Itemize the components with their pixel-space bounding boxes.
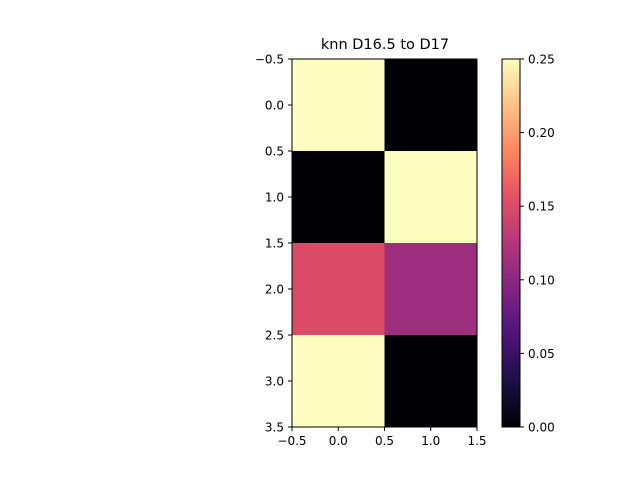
heatmap-cell xyxy=(384,151,477,243)
heatmap-cell xyxy=(292,151,385,243)
chart-title: knn D16.5 to D17 xyxy=(321,37,449,53)
y-tick-label: 1.5 xyxy=(265,237,284,251)
y-tick-label: 0.5 xyxy=(265,145,284,159)
y-tick-label: 0.0 xyxy=(265,99,284,113)
y-tick-label: −0.5 xyxy=(255,53,284,67)
heatmap-cell xyxy=(384,335,477,427)
heatmap-cell xyxy=(384,243,477,335)
y-axis: −0.5 0.0 0.5 1.0 1.5 2.0 2.5 3.0 3.5 xyxy=(255,53,292,435)
x-tick-label: 1.5 xyxy=(467,434,486,448)
y-tick-label: 2.5 xyxy=(265,329,284,343)
colorbar xyxy=(502,59,520,427)
x-tick-label: 1.0 xyxy=(421,434,440,448)
heatmap-cell xyxy=(292,335,385,427)
x-tick-label: 0.5 xyxy=(375,434,394,448)
y-tick-label: 1.0 xyxy=(265,191,284,205)
y-tick-label: 3.5 xyxy=(265,421,284,435)
colorbar-tick-label: 0.25 xyxy=(528,53,555,67)
heatmap-cell xyxy=(292,243,385,335)
colorbar-tick-label: 0.20 xyxy=(528,126,555,140)
y-tick-label: 3.0 xyxy=(265,375,284,389)
colorbar-tick-label: 0.05 xyxy=(528,347,555,361)
colorbar-axis: 0.00 0.05 0.10 0.15 0.20 0.25 xyxy=(520,53,555,435)
x-tick-label: −0.5 xyxy=(277,434,306,448)
x-axis: −0.5 0.0 0.5 1.0 1.5 xyxy=(277,427,487,448)
x-tick-label: 0.0 xyxy=(329,434,348,448)
colorbar-tick-label: 0.10 xyxy=(528,273,555,287)
colorbar-tick-label: 0.15 xyxy=(528,200,555,214)
colorbar-tick-label: 0.00 xyxy=(528,421,555,435)
y-tick-label: 2.0 xyxy=(265,283,284,297)
heatmap-cells xyxy=(292,59,477,427)
colorbar-frame xyxy=(501,58,521,428)
heatmap-cell xyxy=(384,59,477,151)
heatmap-cell xyxy=(292,59,385,151)
